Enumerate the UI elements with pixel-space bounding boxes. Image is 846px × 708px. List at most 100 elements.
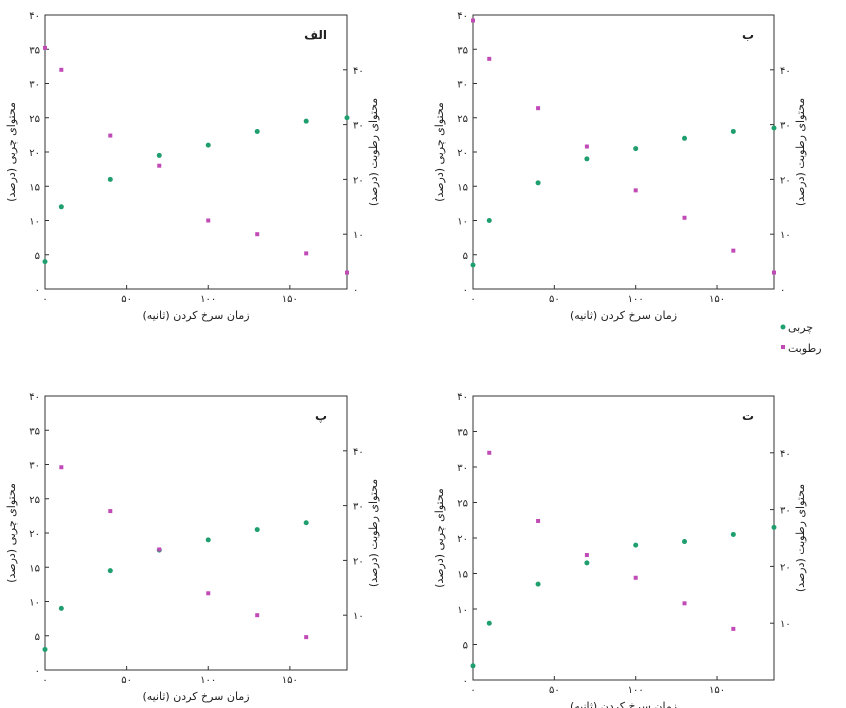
y2-axis-title: محتوای رطوبت (درصد) bbox=[794, 484, 807, 592]
y2-axis-title: محتوای رطوبت (درصد) bbox=[367, 98, 380, 206]
y2-tick-label: ۳۰ bbox=[780, 121, 791, 132]
y2-tick-label: ۱۰ bbox=[353, 230, 364, 241]
data-point-fat bbox=[156, 152, 162, 158]
chart-panel-2: ب ۰ ۵۰ ۱۰۰ ۱۵۰ ۰ ۵ ۱۰ ۱۵ ۲۰ ۲۵ ۳۰ ۳۵ ۴۰ ۰ ۱۰ ۲۰ ۳۰ ۴۰ زمان … bbox=[433, 11, 807, 322]
y-tick-label: ۳۰ bbox=[457, 80, 468, 91]
y-tick-label: ۳۰ bbox=[29, 461, 40, 472]
data-point-moisture bbox=[304, 251, 309, 256]
data-point-fat bbox=[633, 146, 639, 152]
y-tick-label: ۴۰ bbox=[457, 392, 468, 403]
x-tick-label: ۰ bbox=[42, 675, 47, 686]
y-tick-label: ۴۰ bbox=[29, 392, 40, 403]
y2-tick-label: ۳۰ bbox=[353, 502, 364, 513]
data-point-moisture bbox=[471, 18, 475, 23]
x-tick-label: ۵۰ bbox=[121, 675, 132, 686]
data-point-fat bbox=[535, 581, 541, 587]
series-fat bbox=[470, 524, 777, 669]
x-axis-title: زمان سرخ کردن (ثانیه) bbox=[570, 309, 677, 322]
y2-tick-label: ۰ bbox=[353, 285, 358, 296]
plot-frame bbox=[472, 395, 775, 681]
data-point-moisture bbox=[255, 232, 260, 237]
data-point-fat bbox=[205, 142, 211, 148]
y-tick-label: ۲۵ bbox=[457, 499, 468, 510]
data-point-moisture bbox=[487, 56, 492, 61]
x-tick-label: ۱۰۰ bbox=[200, 675, 216, 686]
data-point-fat bbox=[107, 176, 113, 182]
data-point-fat bbox=[58, 605, 64, 611]
y-tick-label: ۳۵ bbox=[29, 45, 40, 56]
data-point-fat bbox=[254, 128, 260, 134]
y-tick-label: ۰ bbox=[35, 666, 40, 677]
y-tick-label: ۱۵ bbox=[29, 563, 40, 574]
data-point-fat bbox=[771, 524, 777, 530]
data-point-fat bbox=[205, 537, 211, 543]
data-point-moisture bbox=[206, 591, 211, 596]
legend: چربی رطوبت bbox=[780, 321, 822, 355]
panel-label: الف bbox=[304, 28, 327, 42]
data-point-fat bbox=[254, 527, 260, 533]
y-axis-title: محتوای چربی (درصد) bbox=[433, 488, 446, 588]
data-point-fat bbox=[42, 259, 48, 265]
y-tick-label: ۲۵ bbox=[29, 114, 40, 125]
legend-marker-fat bbox=[780, 324, 786, 330]
x-tick-label: ۵۰ bbox=[549, 685, 560, 696]
y2-tick-label: ۲۰ bbox=[353, 175, 364, 186]
series-fat bbox=[470, 125, 777, 268]
y2-axis-title: محتوای رطوبت (درصد) bbox=[367, 479, 380, 587]
x-axis-title: زمان سرخ کردن (ثانیه) bbox=[142, 309, 249, 322]
y-tick-label: ۰ bbox=[463, 676, 468, 687]
data-point-moisture bbox=[43, 45, 47, 50]
y-tick-label: ۵ bbox=[35, 251, 40, 262]
y-axis-title: محتوای چربی (درصد) bbox=[5, 483, 18, 583]
data-point-fat bbox=[303, 520, 309, 526]
legend-marker-moisture bbox=[781, 345, 785, 349]
y-tick-label: ۳۵ bbox=[457, 428, 468, 439]
data-point-fat bbox=[730, 128, 736, 134]
data-point-fat bbox=[535, 180, 541, 186]
y-tick-label: ۰ bbox=[35, 285, 40, 296]
data-point-fat bbox=[584, 560, 590, 566]
x-tick-label: ۵۰ bbox=[549, 294, 560, 305]
y-tick-label: ۲۵ bbox=[29, 495, 40, 506]
data-point-fat bbox=[682, 135, 688, 141]
data-point-fat bbox=[58, 204, 64, 210]
data-point-moisture bbox=[731, 626, 736, 631]
x-axis-title: زمان سرخ کردن (ثانیه) bbox=[142, 690, 249, 703]
series-moisture bbox=[59, 465, 309, 640]
data-point-moisture bbox=[206, 218, 211, 223]
data-point-moisture bbox=[157, 163, 162, 168]
y-tick-label: ۲۰ bbox=[457, 534, 468, 545]
panel-label: پ bbox=[315, 409, 327, 423]
data-point-fat bbox=[486, 218, 492, 223]
x-tick-label: ۵۰ bbox=[121, 294, 132, 305]
y2-tick-label: ۳۰ bbox=[780, 506, 791, 517]
y-tick-label: ۱۰ bbox=[457, 605, 468, 616]
series-fat bbox=[42, 115, 350, 265]
y-tick-label: ۱۵ bbox=[29, 182, 40, 193]
y-tick-label: ۱۵ bbox=[457, 570, 468, 581]
y-tick-label: ۴۰ bbox=[29, 11, 40, 22]
data-point-fat bbox=[682, 539, 688, 545]
data-point-fat bbox=[344, 115, 350, 121]
series-moisture bbox=[43, 45, 349, 275]
x-tick-label: ۱۵۰ bbox=[709, 294, 725, 305]
y2-tick-label: ۴۰ bbox=[353, 447, 364, 458]
data-point-moisture bbox=[633, 575, 638, 580]
y-tick-label: ۲۰ bbox=[29, 148, 40, 159]
x-tick-label: ۰ bbox=[470, 294, 475, 305]
y2-tick-label: ۴۰ bbox=[780, 66, 791, 77]
data-point-moisture bbox=[59, 67, 64, 72]
y-tick-label: ۱۵ bbox=[457, 182, 468, 193]
y-tick-label: ۲۵ bbox=[457, 114, 468, 125]
data-point-moisture bbox=[255, 613, 260, 618]
y2-tick-label: ۲۰ bbox=[780, 562, 791, 573]
data-point-fat bbox=[730, 531, 736, 537]
plot-frame bbox=[44, 14, 348, 290]
data-point-fat bbox=[486, 620, 492, 626]
data-point-fat bbox=[584, 156, 590, 162]
panel-label: ت bbox=[742, 409, 754, 423]
data-point-moisture bbox=[731, 248, 736, 253]
series-moisture bbox=[487, 450, 736, 631]
data-point-fat bbox=[303, 118, 309, 124]
